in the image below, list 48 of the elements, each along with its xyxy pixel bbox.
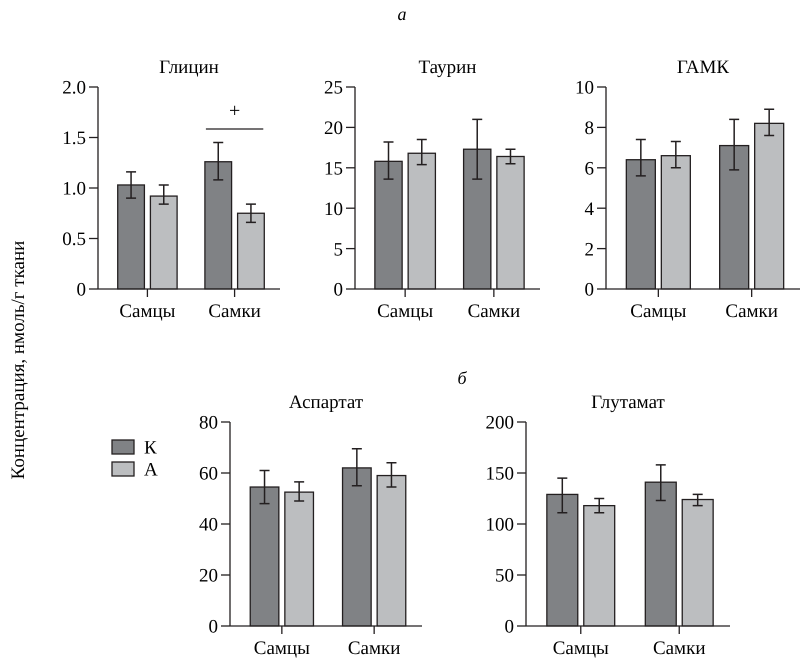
y-tick-label: 2.0	[62, 78, 86, 99]
y-tick-label: 0	[504, 616, 514, 638]
y-axis-title: Концентрация, нмоль/г ткани	[8, 240, 29, 480]
y-tick-label: 15	[324, 158, 343, 180]
y-tick-label: 0	[76, 280, 86, 301]
x-tick-label: Самцы	[119, 301, 176, 322]
y-tick-label: 80	[199, 412, 218, 434]
y-tick-label: 10	[575, 78, 594, 99]
x-tick-label: Самцы	[377, 301, 434, 322]
annotation: +	[228, 100, 240, 122]
x-tick-label: Самцы	[552, 638, 610, 659]
chart-title: Глутамат	[591, 392, 666, 413]
y-tick-label: 1.5	[62, 128, 86, 150]
x-tick-label: Самки	[725, 301, 778, 322]
x-tick-label: Самцы	[630, 301, 687, 322]
y-tick-label: 5	[334, 239, 343, 260]
y-tick-label: 0.5	[62, 229, 86, 250]
x-tick-label: Самки	[468, 301, 520, 322]
legend-label: А	[144, 460, 158, 481]
y-tick-label: 60	[199, 464, 218, 485]
y-tick-label: 100	[486, 514, 514, 536]
text: б	[457, 368, 468, 388]
chart-title: Аспартат	[288, 392, 364, 413]
y-tick-label: 40	[199, 514, 218, 536]
y-tick-label: 20	[324, 118, 343, 140]
chart-title: Глицин	[159, 57, 219, 78]
y-tick-label: 4	[584, 198, 594, 220]
legend-label: К	[144, 438, 157, 459]
x-tick-label: Самцы	[254, 638, 310, 659]
y-tick-label: 20	[199, 566, 218, 587]
y-tick-label: 150	[486, 464, 514, 485]
chart-title: ГАМК	[676, 57, 730, 78]
y-tick-label: 50	[495, 566, 514, 587]
chart-title: Таурин	[418, 57, 476, 78]
x-tick-label: Самки	[652, 638, 706, 659]
y-tick-label: 2	[584, 239, 594, 260]
y-tick-label: 25	[324, 78, 343, 99]
y-tick-label: 6	[584, 158, 594, 180]
y-tick-label: 8	[584, 118, 594, 140]
y-tick-label: 10	[324, 198, 343, 220]
y-tick-label: 0	[208, 616, 218, 638]
y-tick-label: 1.0	[62, 178, 86, 200]
x-tick-label: Самки	[208, 301, 261, 322]
y-tick-label: 200	[486, 412, 514, 434]
text: а	[398, 4, 406, 24]
x-tick-label: Самки	[348, 638, 400, 659]
y-tick-label: 0	[584, 280, 594, 301]
y-tick-label: 0	[334, 280, 343, 301]
